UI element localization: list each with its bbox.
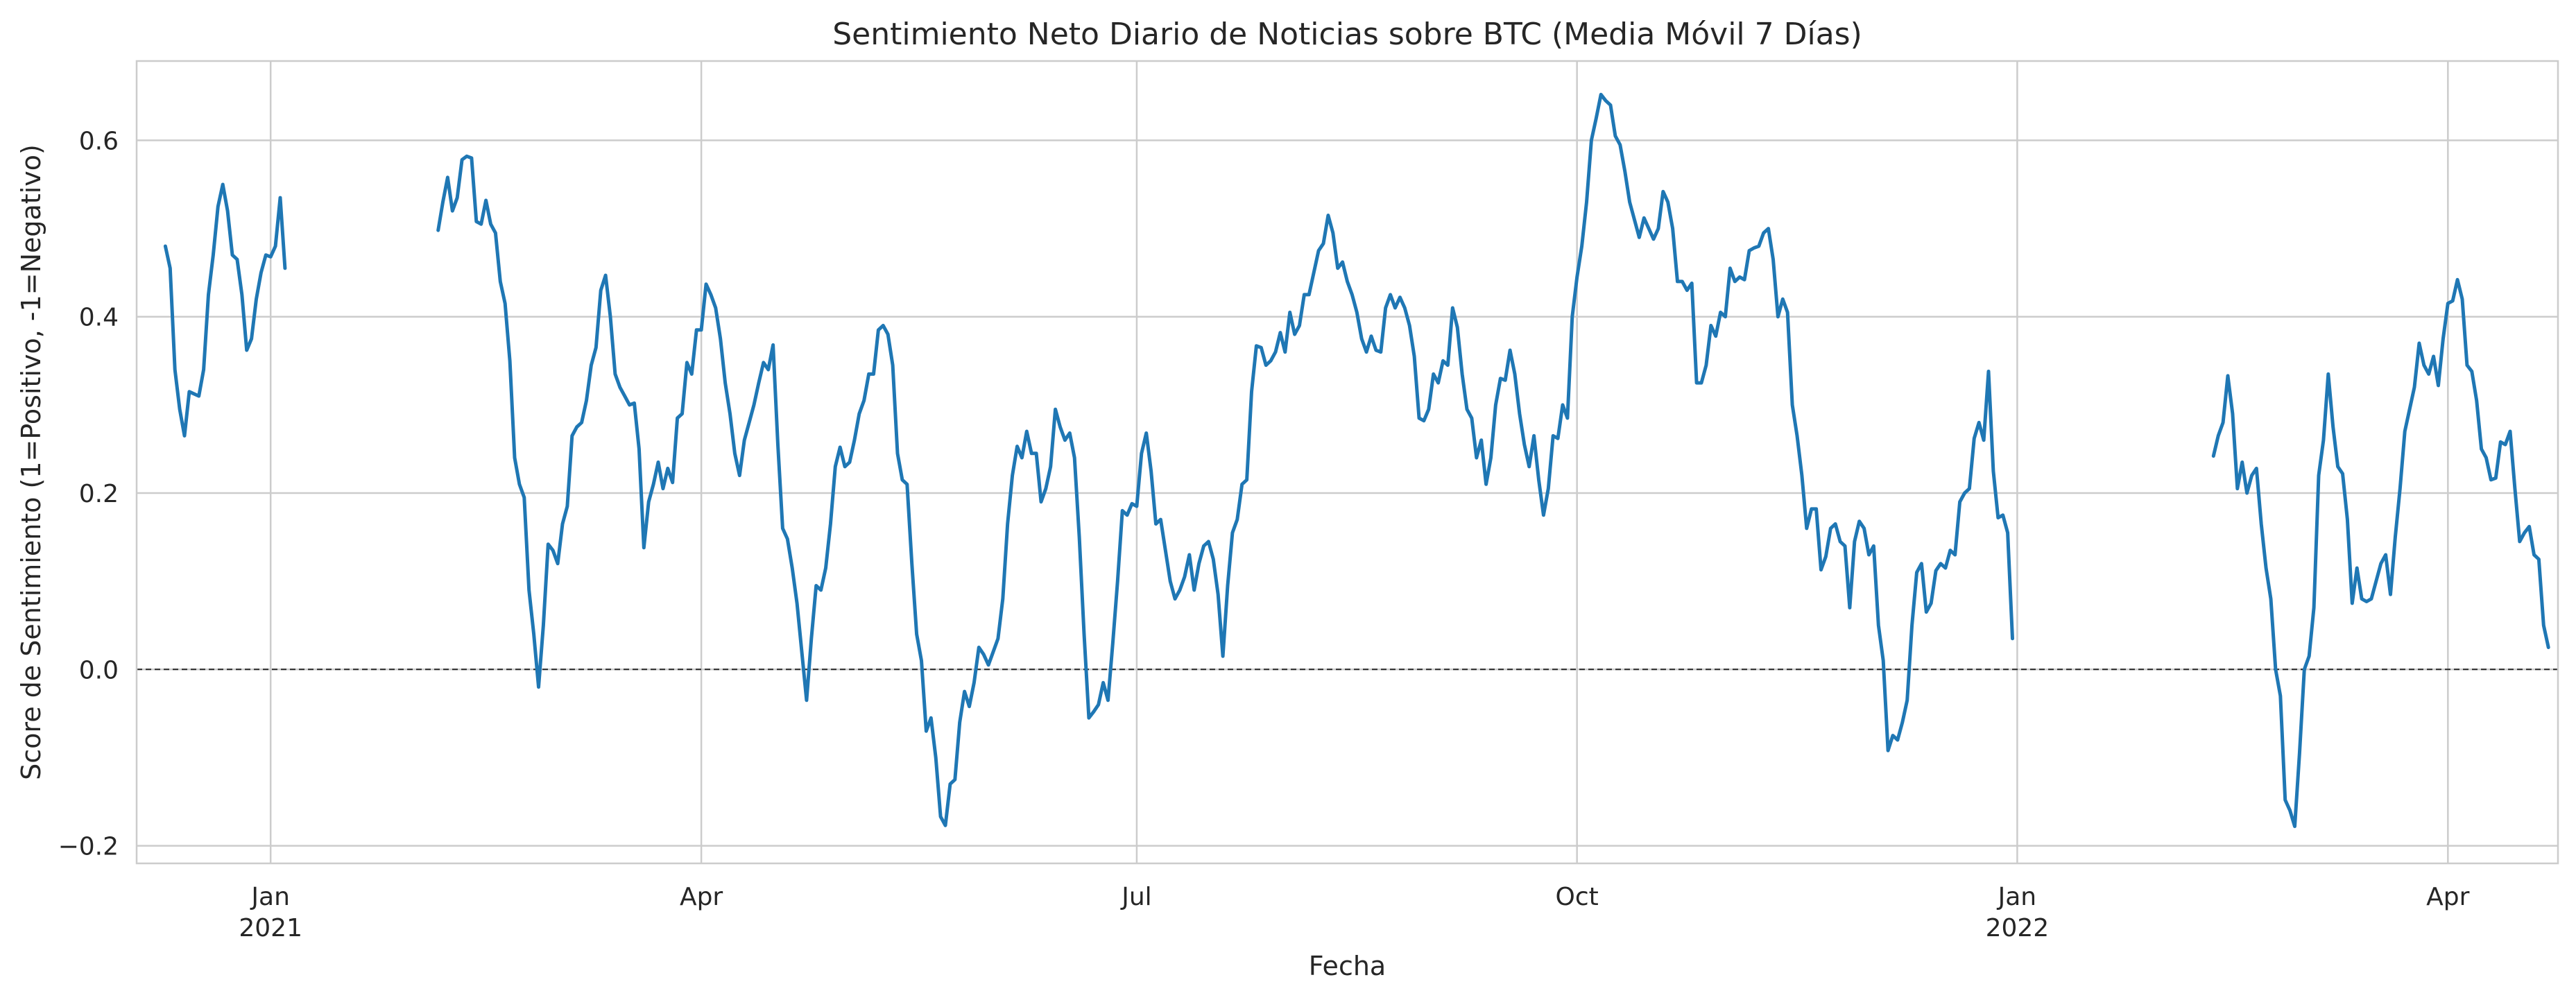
sentiment-line-segment <box>2211 277 2550 829</box>
y-tick-label: −0.2 <box>58 833 119 861</box>
plot-frame <box>135 60 2559 865</box>
x-axis-label: Fecha <box>1309 951 1386 981</box>
y-axis-label: Score de Sentimiento (1=Positivo, -1=Neg… <box>16 144 46 780</box>
x-tick-label: Apr <box>680 883 723 911</box>
sentiment-line-segment <box>163 182 287 438</box>
sentiment-line-segment <box>436 92 2014 827</box>
y-tick-labels: −0.2 0.0 0.2 0.4 0.6 <box>58 127 119 861</box>
y-tick-label: 0.0 <box>79 656 119 684</box>
x-tick-label: Jul <box>1120 883 1151 911</box>
y-tick-label: 0.6 <box>79 127 119 155</box>
x-tick-year-label: 2022 <box>1986 914 2050 942</box>
y-tick-label: 0.4 <box>79 304 119 332</box>
x-tick-labels: Jan 2021 Apr Jul Oct Jan 2022 Apr <box>239 883 2469 942</box>
y-tick-label: 0.2 <box>79 480 119 508</box>
x-tick-label: Oct <box>1556 883 1599 911</box>
x-tick-year-label: 2021 <box>239 914 302 942</box>
x-tick-label: Apr <box>2426 883 2469 911</box>
x-tick-label: Jan <box>250 883 290 911</box>
chart-title: Sentimiento Neto Diario de Noticias sobr… <box>832 17 1862 52</box>
series-layer <box>163 92 2550 829</box>
x-tick-label: Jan <box>1997 883 2037 911</box>
